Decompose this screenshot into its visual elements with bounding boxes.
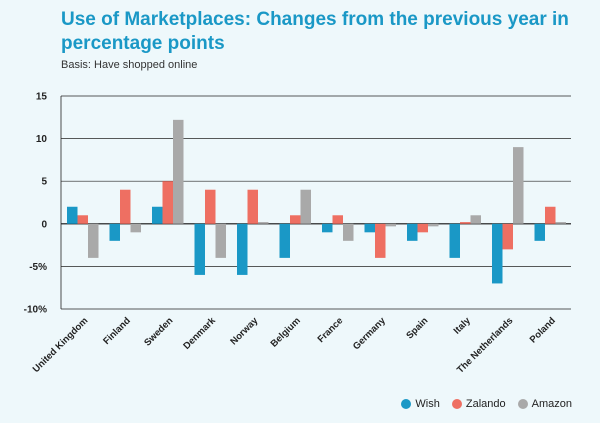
bar-amazon [130,223,141,233]
bar-amazon [555,222,566,224]
legend-label-zalando: Zalando [465,398,506,410]
bars [67,119,566,284]
bar-zalando [332,215,343,224]
chart-subtitle: Basis: Have shopped online [61,59,198,71]
legend-swatch-wish [401,399,412,409]
bar-amazon [215,223,226,258]
bar-zalando [502,223,513,250]
chart-title: Use of Marketplaces: Changes from the pr… [61,9,569,54]
x-tick-label: Germany [351,315,388,352]
bar-wish [279,223,290,258]
bar-wish [407,223,418,241]
grid-lines [61,95,571,310]
x-tick-label: Italy [452,315,474,337]
bar-zalando [375,223,386,258]
x-tick-label: Finland [101,315,133,347]
legend-swatch-zalando [451,399,462,409]
y-tick-label: 5 [41,177,47,188]
bar-amazon [385,223,396,227]
x-tick-label: Norway [228,315,261,348]
bar-wish [152,206,163,224]
bar-zalando [545,206,556,224]
bar-wish [322,223,333,233]
y-tick-label: 10 [36,134,48,145]
y-tick-label: -10% [24,305,47,316]
bar-wish [67,206,78,224]
bar-zalando [162,181,173,224]
y-tick-label: 0 [41,219,47,230]
bar-wish [364,223,375,233]
legend-label-wish: Wish [415,398,440,410]
bar-wish [534,223,545,241]
bar-amazon [173,119,184,224]
bar-amazon [258,222,269,224]
bar-zalando [120,189,131,224]
bar-amazon [428,223,439,227]
bar-amazon [343,223,354,241]
bar-wish [237,223,248,275]
x-tick-label: France [316,315,346,345]
x-tick-label: Spain [404,315,430,341]
bar-zalando [247,189,258,224]
x-tick-label: Belgium [269,315,303,349]
bar-amazon [88,223,99,258]
bar-zalando [77,215,88,224]
bar-amazon [300,189,311,224]
legend-item-zalando: Zalando [451,398,506,410]
bar-amazon [470,215,481,224]
y-tick-labels: 15 10 5 0 -5% -10% [24,92,48,316]
y-tick-label: 15 [36,92,48,103]
bar-amazon [513,147,524,224]
legend-label-amazon: Amazon [531,398,572,410]
y-tick-label: -5% [29,262,47,273]
x-tick-label: Poland [528,315,558,345]
bar-wish [492,223,503,284]
bar-wish [194,223,205,275]
legend-swatch-amazon [517,399,528,409]
legend-item-amazon: Amazon [517,398,572,410]
x-tick-label: Sweden [142,315,175,348]
bar-zalando [417,223,428,233]
bar-wish [449,223,460,258]
legend: Wish Zalando Amazon [401,398,572,410]
bar-zalando [290,215,301,224]
x-tick-labels: United Kingdom Finland Sweden Denmark Norway… [31,315,558,376]
bar-zalando [460,222,471,224]
bar-wish [109,223,120,241]
x-tick-label: Denmark [181,315,218,352]
legend-item-wish: Wish [401,398,440,410]
x-tick-label: United Kingdom [31,315,91,375]
bar-zalando [205,189,216,224]
